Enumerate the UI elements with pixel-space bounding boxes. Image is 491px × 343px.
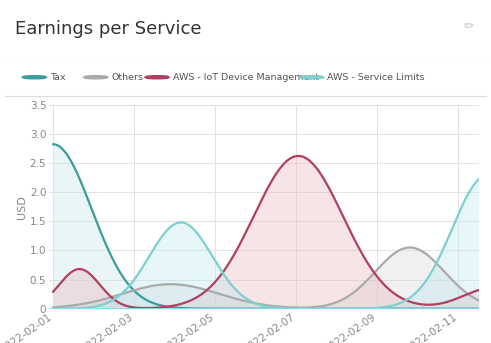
Circle shape	[153, 77, 161, 78]
Y-axis label: USD: USD	[17, 195, 27, 218]
Circle shape	[92, 77, 100, 78]
Text: ✏: ✏	[464, 20, 474, 33]
Text: AWS - IoT Device Management: AWS - IoT Device Management	[173, 73, 319, 82]
Circle shape	[301, 76, 323, 78]
Circle shape	[24, 76, 45, 78]
Circle shape	[308, 77, 316, 78]
Text: AWS - Service Limits: AWS - Service Limits	[327, 73, 425, 82]
Circle shape	[30, 77, 38, 78]
Text: Tax: Tax	[50, 73, 66, 82]
Text: Others: Others	[111, 73, 143, 82]
Circle shape	[85, 76, 107, 78]
Text: Earnings per Service: Earnings per Service	[15, 20, 201, 38]
Circle shape	[146, 76, 168, 78]
